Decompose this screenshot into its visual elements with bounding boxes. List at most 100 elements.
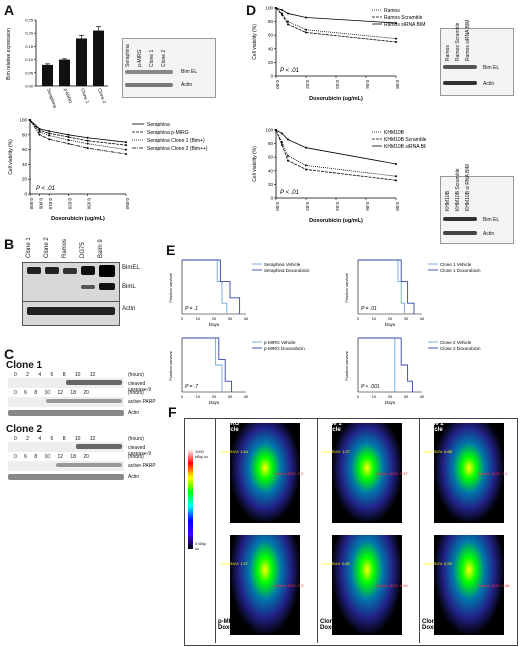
pet-caption-vehicle: p-MIRG Vehicle [218, 421, 240, 433]
pet-image-doxorubicin [230, 535, 300, 635]
e-curve-1 [358, 337, 413, 392]
wb-row-bimel: Bim EL [181, 69, 198, 75]
d-wb1-lane3: Ramos siRNA BIM [465, 19, 471, 61]
line-series-0 [29, 119, 127, 143]
d-wb2-row-actin: Actin [483, 231, 495, 237]
e-curve-1 [182, 337, 233, 392]
line-ytick-label: 80 [22, 132, 28, 137]
line-series-3 [29, 119, 127, 155]
pet-group-0: Liver SUV: 1.84 Spleen SUV: 2.2 Liver SUV:… [215, 419, 312, 643]
c1-hours-a: (hours) [128, 372, 144, 378]
panel-label-e: E [166, 242, 176, 258]
bar-category: Clone 2 [97, 88, 107, 105]
pet-image-doxorubicin [434, 535, 504, 635]
bar-3 [93, 30, 104, 87]
line-ylabel: Cell viability (%) [8, 139, 14, 175]
d-ytick-label: 0 [270, 74, 273, 79]
d-wb1-lane2: Ramos Scramble [455, 22, 461, 61]
panel-b-western [22, 262, 120, 326]
e-ylabel: Fraction survival [344, 273, 349, 302]
e-legend-label: Clone 1 Doxorubicin [440, 268, 481, 273]
line-point [38, 133, 41, 136]
line-ytick-label: 60 [22, 147, 28, 152]
c2-times-a: 0 2 4 6 8 10 12 [14, 436, 96, 442]
e-ylabel: Fraction survival [168, 273, 173, 302]
d-point [305, 164, 307, 167]
pet-liver-suv: Liver SUV: 1.84 [220, 449, 248, 454]
line-point [48, 134, 51, 137]
pet-scale-top: 1000 kBq/ cc [195, 449, 209, 459]
d-bottom-xlabel: Doxorubicin (ug/mL) [309, 218, 363, 224]
d-point [305, 168, 307, 171]
line-point [67, 136, 70, 139]
d-point [395, 37, 397, 40]
pet-group-1: Liver SUV: 1.27 Spleen SUV: 2.47 Liver SUV… [317, 419, 414, 643]
bar-ytick-label: 0.25 [25, 18, 34, 23]
pet-scale-bottom: 0 kBq/ cc [195, 541, 207, 551]
d-series-1 [275, 129, 397, 181]
e-pvalue: P = .1 [185, 306, 198, 312]
panel-a-bar-chart: 0.00 0.05 0.10 0.15 0.20 0.25 Seraphina p-MIRG… [6, 18, 108, 109]
e-pvalue: P < .001 [361, 384, 380, 390]
d-xtick-label: 0.08 [395, 202, 400, 211]
d-ytick-label: 100 [265, 6, 273, 11]
panel-f-pet-images: 1000 kBq/ cc 0 kBq/ cc Liver SUV: 1.84 Sp… [184, 418, 518, 646]
d-ytick-label: 80 [268, 19, 274, 24]
e-xtick-label: 0 [181, 394, 184, 399]
b-lane-ramos: Ramos [62, 238, 68, 258]
d-series-2 [275, 129, 397, 165]
d-point [395, 41, 397, 43]
bar-0 [42, 64, 53, 86]
bar-ytick-label: 0.15 [25, 44, 34, 49]
line-point [38, 130, 41, 133]
e-legend-label: p-MIRG Vehicle [264, 340, 296, 345]
c2-row-casp9: cleaved caspase-9 [128, 445, 152, 457]
b-row-actin: Actin [122, 306, 136, 312]
d-top-pvalue: P < .01 [280, 68, 299, 74]
line-point [125, 144, 127, 147]
panel-d-bottom-western: KHM10B KHM10B Scramble KHM10B si RNA BIM… [440, 164, 514, 244]
pet-liver-suv: Liver SUV: 0.88 [424, 449, 452, 454]
line-point [86, 139, 89, 142]
legend-label: Seraphina Clone 1 (Bim+) [147, 138, 205, 144]
b-lane-balm9: Balm 9 [98, 239, 104, 258]
d-xtick-label: 0.02 [305, 202, 310, 211]
pet-image-vehicle [230, 423, 300, 523]
d-point [395, 179, 397, 182]
e-xlabel: Days [209, 400, 220, 405]
e-legend-label: Clone 2 Vehicle [440, 340, 472, 345]
d-point [305, 146, 307, 149]
line-point [29, 119, 31, 121]
pet-spleen-suv: Spleen SUV: 2.9 [274, 583, 304, 588]
d-ytick-label: 20 [268, 182, 274, 187]
b-row-bimel: BimEL [122, 265, 140, 271]
line-point [86, 142, 89, 145]
d-point [275, 7, 277, 9]
e-xtick-label: 0 [357, 316, 360, 321]
d-point [281, 13, 283, 16]
d-point [305, 28, 307, 31]
d-wb2-row-bimel: Bim EL [483, 217, 500, 223]
d-ytick-label: 0 [270, 196, 273, 201]
panel-d-top-western: Ramos Ramos Scramble Ramos siRNA BIM Bim… [440, 20, 514, 96]
pet-image-vehicle [332, 423, 402, 523]
bar-ytick-label: 0.05 [25, 70, 34, 75]
wb-lane-seraphina: Seraphina [125, 44, 131, 67]
e-xtick-label: 10 [372, 316, 377, 321]
d-xtick-label: 0.06 [365, 202, 370, 211]
e-xtick-label: 20 [388, 316, 393, 321]
survival-plot-2: 0 10 20 30 40 Fraction survival Days p-MIRG Veh… [168, 337, 305, 405]
c-clone1-western: 0 2 4 6 8 10 12 (hours) cleaved caspase-… [6, 372, 166, 432]
e-xtick-label: 10 [372, 394, 377, 399]
panel-label-f: F [168, 404, 177, 420]
line-ytick-label: 20 [22, 177, 28, 182]
d-point [395, 21, 397, 24]
d-point [395, 175, 397, 178]
d-ytick-label: 40 [268, 46, 274, 51]
c1-row-parp: active PARP [128, 399, 156, 405]
d-legend-label: KHM10B [384, 130, 405, 136]
wb-lane-clone2: Clone 2 [161, 49, 167, 67]
bar-ytick-label: 0.20 [25, 31, 34, 36]
c1-times-b: 0 6 8 10 12 18 20 [14, 390, 89, 396]
